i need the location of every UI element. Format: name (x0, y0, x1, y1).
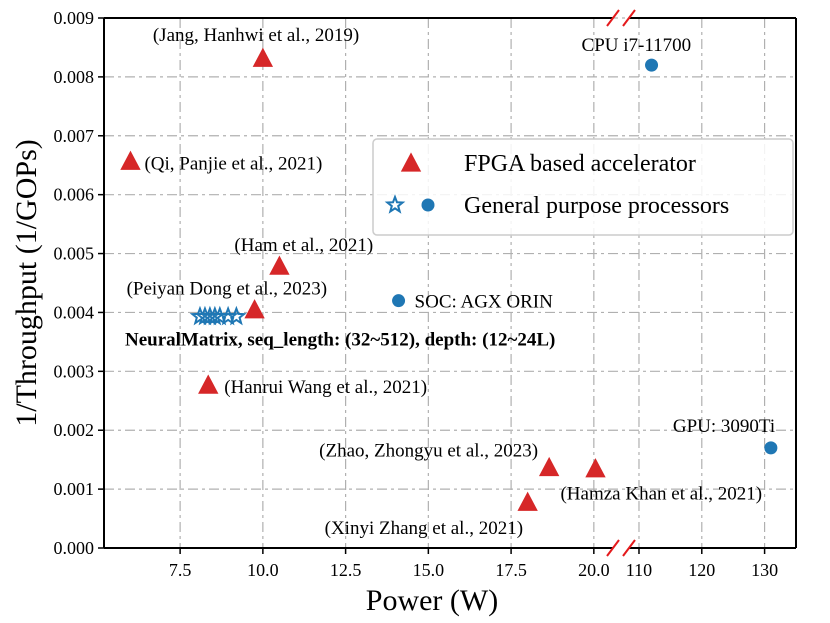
y-tick-label: 0.001 (54, 479, 95, 499)
gpp-point-label: SOC: AGX ORIN (415, 292, 554, 313)
fpga-point-marker (198, 374, 219, 394)
fpga-point-marker (252, 47, 274, 67)
legend-label-fpga: FPGA based accelerator (464, 151, 696, 177)
x-tick-label: 12.5 (330, 560, 362, 580)
x-tick-label: 17.5 (495, 560, 527, 580)
gpp-point-marker (764, 441, 778, 455)
fpga-point-label: (Qi, Panjie et al., 2021) (144, 153, 322, 174)
axis-break-mark-top (622, 9, 636, 27)
fpga-point-marker (120, 150, 141, 170)
x-tick-label: 7.5 (169, 560, 192, 580)
y-axis-title: 1/Throughput (1/GOPs) (10, 139, 43, 427)
y-tick-label: 0.004 (54, 302, 95, 322)
fpga-point-label: (Jang, Hanhwi et al., 2019) (153, 25, 359, 46)
neuralmatrix-point-marker (226, 305, 247, 326)
axis-break-mark-top (606, 9, 620, 27)
fpga-point-marker (585, 458, 606, 478)
y-tick-label: 0.009 (54, 8, 95, 28)
legend-label-gpp: General purpose processors (464, 193, 729, 219)
legend-star-icon (384, 194, 406, 214)
fpga-point-label: (Zhao, Zhongyu et al., 2023) (319, 441, 538, 462)
fpga-point-label: (Peiyan Dong et al., 2023) (127, 279, 328, 300)
neuralmatrix-label: NeuralMatrix, seq_length: (32~512), dept… (125, 330, 555, 351)
axis-break-mark-bottom (622, 539, 636, 557)
x-tick-label: 110 (626, 560, 652, 580)
legend-box (372, 138, 794, 236)
legend-triangle-icon (400, 152, 422, 172)
x-tick-label: 15.0 (413, 560, 445, 580)
fpga-point-marker (244, 299, 265, 319)
x-tick-label: 120 (688, 560, 715, 580)
gpp-point-label: CPU i7-11700 (582, 35, 692, 56)
x-tick-label: 10.0 (247, 560, 279, 580)
fpga-point-marker (517, 491, 538, 511)
legend-circle-icon (421, 198, 435, 212)
axis-break-mark-bottom (606, 539, 620, 557)
y-tick-label: 0.007 (54, 126, 95, 146)
legend: FPGA based accelerator General purpose pr… (372, 138, 794, 236)
fpga-point-marker (538, 456, 560, 477)
axes-layer: 0.000 0.001 0.002 0.003 0.004 0.005 0.006 0.007… (10, 8, 797, 617)
x-axis-title: Power (W) (366, 584, 498, 617)
fpga-point-label: (Hamza Khan et al., 2021) (560, 484, 762, 505)
x-tick-label: 130 (751, 560, 778, 580)
gpp-point-marker (392, 294, 406, 308)
fpga-point-label: (Hanrui Wang et al., 2021) (224, 377, 427, 398)
fpga-point-label: (Ham et al., 2021) (234, 235, 373, 256)
y-tick-label: 0.000 (54, 538, 95, 558)
y-tick-label: 0.008 (54, 67, 95, 87)
y-tick-label: 0.006 (54, 185, 95, 205)
x-tick-label: 20.0 (578, 560, 610, 580)
fpga-point-label: (Xinyi Zhang et al., 2021) (325, 518, 523, 539)
annotation-layer: (Jang, Hanhwi et al., 2019) (Qi, Panjie e… (125, 25, 775, 539)
gpp-point-marker (645, 58, 659, 72)
fpga-point-marker (269, 255, 290, 275)
y-tick-label: 0.005 (54, 244, 95, 264)
y-tick-label: 0.002 (54, 420, 95, 440)
grid-layer (104, 17, 796, 548)
gpp-point-label: GPU: 3090Ti (673, 416, 775, 437)
y-tick-label: 0.003 (54, 361, 95, 381)
points-layer (120, 47, 778, 511)
